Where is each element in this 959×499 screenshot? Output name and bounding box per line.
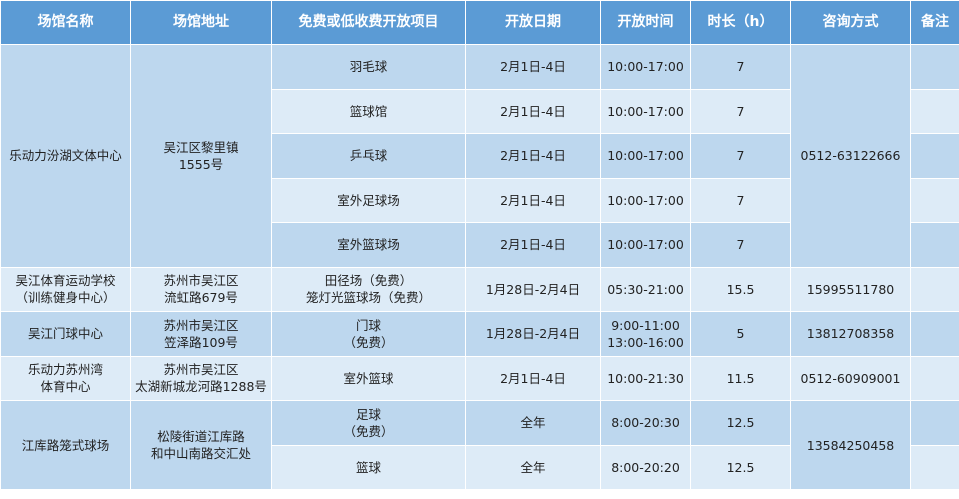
open-date-cell: 1月28日-2月4日 bbox=[465, 266, 601, 312]
table-row: 乐动力苏州湾 体育中心 苏州市吴江区 太湖新城龙河路1288号 室外篮球 2月1日-4… bbox=[0, 355, 959, 401]
open-item-cell: 门球 （免费） bbox=[271, 311, 466, 357]
duration-cell: 11.5 bbox=[690, 355, 791, 401]
remarks-cell bbox=[910, 88, 959, 134]
open-time-cell: 8:00-20:20 bbox=[600, 444, 691, 490]
venue-address-cell: 苏州市吴江区 流虹路679号 bbox=[130, 266, 272, 312]
open-item-cell: 篮球馆 bbox=[271, 88, 466, 134]
header-duration: 时长（h） bbox=[690, 0, 791, 45]
contact-cell: 15995511780 bbox=[790, 266, 911, 312]
duration-cell: 7 bbox=[690, 133, 791, 179]
open-time-cell: 10:00-17:00 bbox=[600, 44, 691, 90]
table-row: 室外足球场 2月1日-4日 10:00-17:00 7 bbox=[1, 177, 959, 223]
open-item-cell: 室外足球场 bbox=[271, 177, 466, 223]
open-date-cell: 2月1日-4日 bbox=[465, 177, 601, 223]
open-time-cell: 05:30-21:00 bbox=[600, 266, 691, 312]
venue-name-cell: 乐动力苏州湾 体育中心 bbox=[0, 355, 131, 401]
duration-cell: 5 bbox=[690, 311, 791, 357]
remarks-cell bbox=[910, 400, 959, 446]
header-venue-name: 场馆名称 bbox=[0, 0, 131, 45]
duration-cell: 12.5 bbox=[690, 444, 791, 490]
venue-name-cell: 吴江体育运动学校 （训练健身中心） bbox=[0, 266, 131, 312]
table-row: 室外篮球场 2月1日-4日 10:00-17:00 7 bbox=[1, 222, 959, 268]
header-row: 场馆名称 场馆地址 免费或低收费开放项目 开放日期 开放时间 时长（h） 咨询方式 备注 bbox=[0, 0, 959, 45]
duration-cell: 7 bbox=[690, 88, 791, 134]
open-date-cell: 全年 bbox=[465, 400, 601, 446]
contact-cell: 13584250458 bbox=[790, 400, 911, 490]
remarks-cell bbox=[910, 266, 959, 312]
remarks-cell bbox=[910, 133, 959, 179]
open-date-cell: 2月1日-4日 bbox=[465, 355, 601, 401]
header-open-time: 开放时间 bbox=[600, 0, 691, 45]
venue-name-cell: 江库路笼式球场 bbox=[0, 400, 131, 490]
duration-cell: 7 bbox=[690, 177, 791, 223]
open-item-cell: 足球 （免费） bbox=[271, 400, 466, 446]
table-row: 吴江门球中心 苏州市吴江区 笠泽路109号 门球 （免费） 1月28日-2月4日 9:0… bbox=[0, 311, 959, 357]
open-time-cell: 10:00-17:00 bbox=[600, 88, 691, 134]
duration-cell: 7 bbox=[690, 222, 791, 268]
venue-address-cell: 苏州市吴江区 笠泽路109号 bbox=[130, 311, 272, 357]
remarks-cell bbox=[910, 311, 959, 357]
header-venue-address: 场馆地址 bbox=[130, 0, 272, 45]
venue-address-cell: 苏州市吴江区 太湖新城龙河路1288号 bbox=[130, 355, 272, 401]
table-row: 乒乓球 2月1日-4日 10:00-17:00 7 bbox=[1, 133, 959, 179]
open-time-cell: 10:00-21:30 bbox=[600, 355, 691, 401]
header-contact: 咨询方式 bbox=[790, 0, 911, 45]
contact-cell: 0512-63122666 bbox=[790, 44, 911, 268]
table-row: 江库路笼式球场 松陵街道江库路 和中山南路交汇处 足球 （免费） 全年 8:00-20:… bbox=[0, 400, 959, 490]
open-item-cell: 乒乓球 bbox=[271, 133, 466, 179]
open-date-cell: 全年 bbox=[465, 444, 601, 490]
table-row: 篮球 全年 8:00-20:20 12.5 bbox=[1, 444, 959, 490]
open-item-cell: 羽毛球 bbox=[271, 44, 466, 90]
venue-address-cell: 松陵街道江库路 和中山南路交汇处 bbox=[130, 400, 272, 490]
header-open-items: 免费或低收费开放项目 bbox=[271, 0, 466, 45]
open-time-cell: 10:00-17:00 bbox=[600, 222, 691, 268]
open-date-cell: 2月1日-4日 bbox=[465, 88, 601, 134]
open-time-cell: 10:00-17:00 bbox=[600, 177, 691, 223]
duration-cell: 15.5 bbox=[690, 266, 791, 312]
remarks-cell bbox=[910, 222, 959, 268]
table-row: 乐动力汾湖文体中心 吴江区黎里镇 1555号 羽毛球 2月1日-4日 10:00-17:… bbox=[0, 44, 959, 268]
open-date-cell: 1月28日-2月4日 bbox=[465, 311, 601, 357]
open-time-cell: 8:00-20:30 bbox=[600, 400, 691, 446]
duration-cell: 12.5 bbox=[690, 400, 791, 446]
header-remarks: 备注 bbox=[910, 0, 959, 45]
contact-cell: 0512-60909001 bbox=[790, 355, 911, 401]
table-row: 篮球馆 2月1日-4日 10:00-17:00 7 bbox=[1, 88, 959, 134]
open-item-cell: 室外篮球场 bbox=[271, 222, 466, 268]
remarks-cell bbox=[910, 177, 959, 223]
open-time-cell: 9:00-11:00 13:00-16:00 bbox=[600, 311, 691, 357]
open-date-cell: 2月1日-4日 bbox=[465, 44, 601, 90]
open-item-cell: 篮球 bbox=[271, 444, 466, 490]
remarks-cell bbox=[910, 355, 959, 401]
open-date-cell: 2月1日-4日 bbox=[465, 222, 601, 268]
remarks-cell bbox=[910, 44, 959, 90]
header-open-date: 开放日期 bbox=[465, 0, 601, 45]
contact-cell: 13812708358 bbox=[790, 311, 911, 357]
open-time-cell: 10:00-17:00 bbox=[600, 133, 691, 179]
venue-name-cell: 吴江门球中心 bbox=[0, 311, 131, 357]
open-date-cell: 2月1日-4日 bbox=[465, 133, 601, 179]
duration-cell: 7 bbox=[690, 44, 791, 90]
remarks-cell bbox=[910, 444, 959, 490]
venue-address-cell: 吴江区黎里镇 1555号 bbox=[130, 44, 272, 268]
open-item-cell: 室外篮球 bbox=[271, 355, 466, 401]
open-item-cell: 田径场（免费） 笼灯光篮球场（免费） bbox=[271, 266, 466, 312]
venue-name-cell: 乐动力汾湖文体中心 bbox=[0, 44, 131, 268]
table-row: 吴江体育运动学校 （训练健身中心） 苏州市吴江区 流虹路679号 田径场（免费） 笼… bbox=[0, 266, 959, 312]
